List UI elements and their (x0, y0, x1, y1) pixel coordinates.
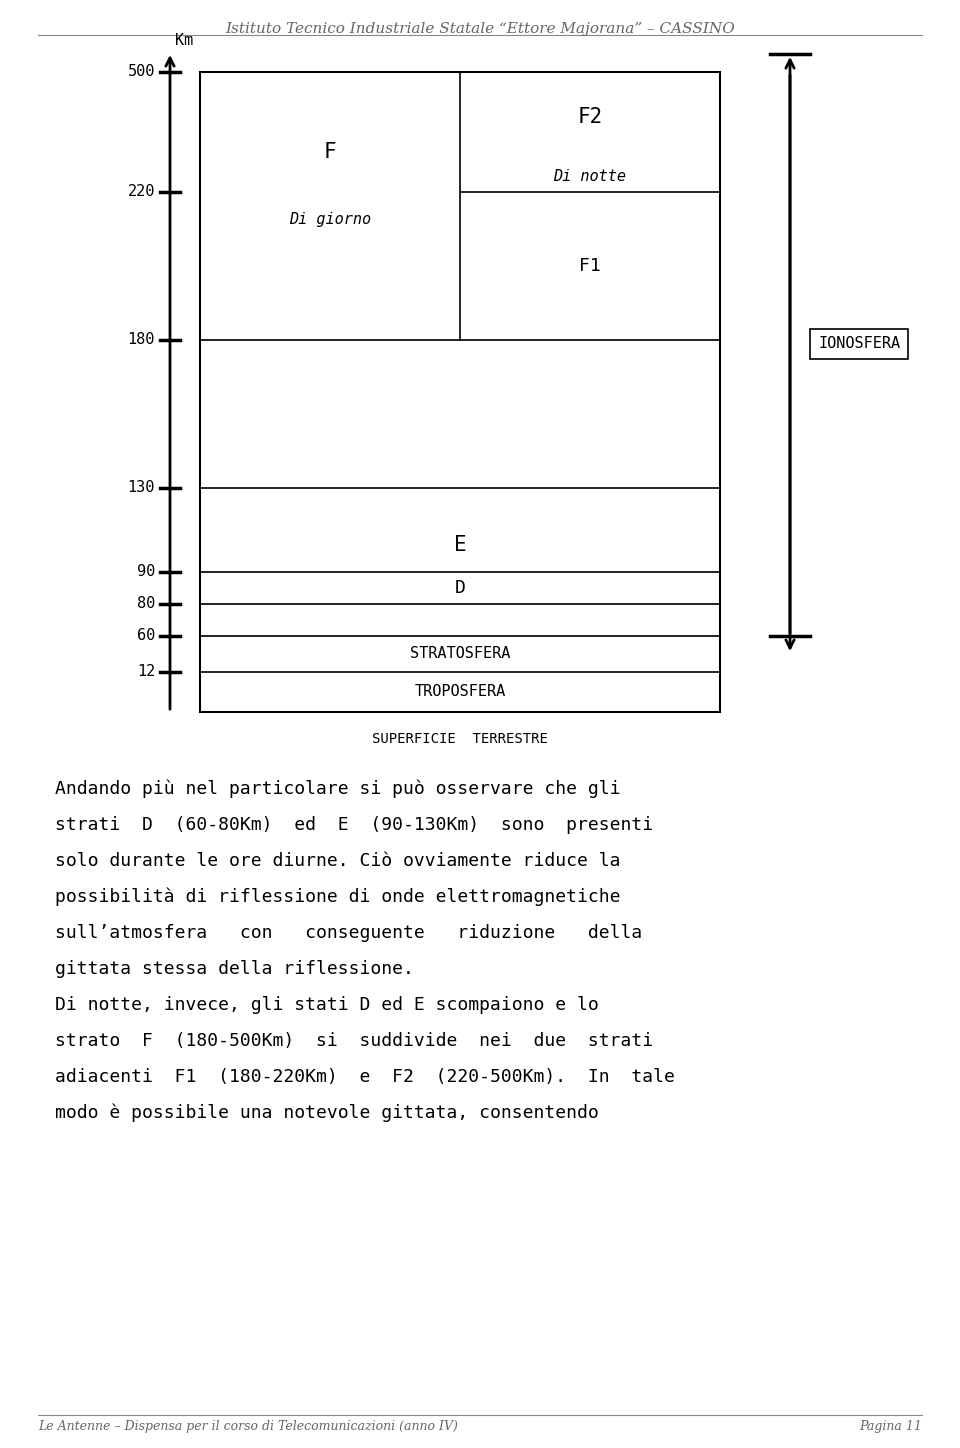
Text: D: D (455, 579, 466, 597)
Text: modo è possibile una notevole gittata, consentendo: modo è possibile una notevole gittata, c… (55, 1103, 599, 1122)
Text: Di notte, invece, gli stati D ed E scompaiono e lo: Di notte, invece, gli stati D ed E scomp… (55, 996, 599, 1014)
Text: Km: Km (175, 33, 193, 48)
Text: TROPOSFERA: TROPOSFERA (415, 685, 506, 699)
Text: Andando più nel particolare si può osservare che gli: Andando più nel particolare si può osser… (55, 780, 620, 798)
Text: sull’atmosfera   con   conseguente   riduzione   della: sull’atmosfera con conseguente riduzione… (55, 924, 642, 943)
Text: STRATOSFERA: STRATOSFERA (410, 646, 510, 662)
Text: F2: F2 (577, 107, 603, 127)
Text: 130: 130 (128, 481, 155, 495)
Text: E: E (454, 534, 467, 555)
Bar (200, 72, 720, 712)
Text: F: F (324, 142, 336, 162)
Text: Pagina 11: Pagina 11 (859, 1420, 922, 1434)
Text: possibilità di riflessione di onde elettromagnetiche: possibilità di riflessione di onde elett… (55, 888, 620, 906)
Text: 90: 90 (136, 565, 155, 579)
Text: strato  F  (180-500Km)  si  suddivide  nei  due  strati: strato F (180-500Km) si suddivide nei du… (55, 1032, 653, 1050)
Text: 12: 12 (136, 665, 155, 679)
Text: 180: 180 (128, 333, 155, 348)
Text: Le Antenne – Dispensa per il corso di Telecomunicazioni (anno IV): Le Antenne – Dispensa per il corso di Te… (38, 1420, 458, 1434)
Text: strati  D  (60-80Km)  ed  E  (90-130Km)  sono  presenti: strati D (60-80Km) ed E (90-130Km) sono … (55, 817, 653, 834)
Text: 80: 80 (136, 597, 155, 611)
Text: solo durante le ore diurne. Ciò ovviamente riduce la: solo durante le ore diurne. Ciò ovviamen… (55, 851, 620, 870)
Text: Istituto Tecnico Industriale Statale “Ettore Majorana” – CASSINO: Istituto Tecnico Industriale Statale “Et… (226, 22, 734, 36)
Text: Di notte: Di notte (554, 169, 627, 184)
Text: SUPERFICIE  TERRESTRE: SUPERFICIE TERRESTRE (372, 733, 548, 746)
Text: Di giorno: Di giorno (289, 211, 372, 227)
Text: 60: 60 (136, 628, 155, 643)
Text: adiacenti  F1  (180-220Km)  e  F2  (220-500Km).  In  tale: adiacenti F1 (180-220Km) e F2 (220-500Km… (55, 1069, 675, 1086)
Text: IONOSFERA: IONOSFERA (818, 336, 900, 352)
Text: 220: 220 (128, 184, 155, 200)
Text: F1: F1 (579, 256, 601, 275)
Text: gittata stessa della riflessione.: gittata stessa della riflessione. (55, 960, 414, 977)
Text: 500: 500 (128, 65, 155, 80)
